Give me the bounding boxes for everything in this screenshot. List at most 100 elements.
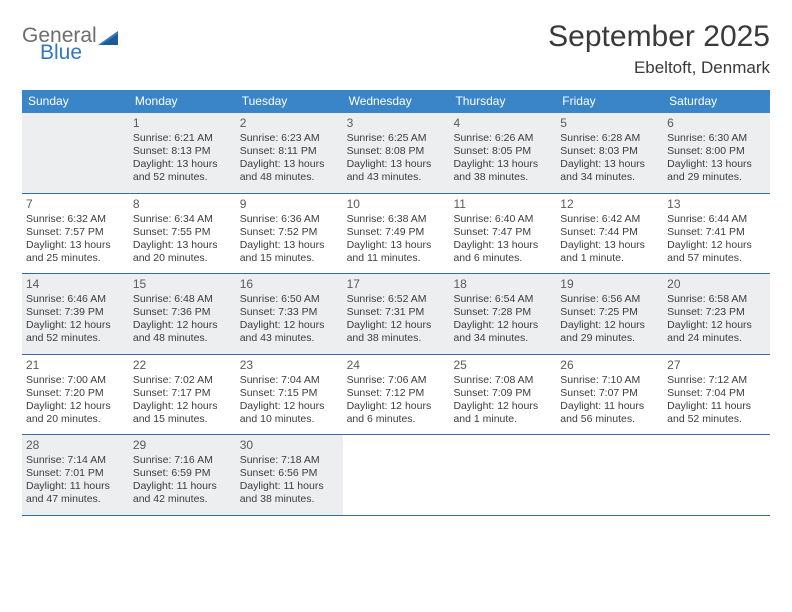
day-detail-line: Sunrise: 6:32 AM [26, 213, 125, 226]
day-detail-line: Sunrise: 6:21 AM [133, 132, 232, 145]
day-detail-line: Daylight: 13 hours [347, 239, 446, 252]
day-detail-line: Sunset: 7:33 PM [240, 306, 339, 319]
day-detail-line: and 6 minutes. [347, 413, 446, 426]
day-detail-line: Sunrise: 6:54 AM [453, 293, 552, 306]
day-cell: 17Sunrise: 6:52 AMSunset: 7:31 PMDayligh… [343, 274, 450, 354]
day-detail-line: and 20 minutes. [26, 413, 125, 426]
day-detail-line: and 15 minutes. [133, 413, 232, 426]
day-cell: 13Sunrise: 6:44 AMSunset: 7:41 PMDayligh… [663, 194, 770, 274]
day-cell: 5Sunrise: 6:28 AMSunset: 8:03 PMDaylight… [556, 113, 663, 193]
day-detail-line: Sunset: 7:15 PM [240, 387, 339, 400]
day-detail-line: Sunset: 7:12 PM [347, 387, 446, 400]
day-number: 12 [560, 197, 659, 211]
day-detail-line: Sunrise: 6:58 AM [667, 293, 766, 306]
day-detail-line: Sunrise: 7:10 AM [560, 374, 659, 387]
logo-triangle-icon [98, 29, 122, 54]
day-number: 15 [133, 277, 232, 291]
day-number: 14 [26, 277, 125, 291]
day-detail-line: Daylight: 13 hours [347, 158, 446, 171]
day-detail-line: and 1 minute. [453, 413, 552, 426]
day-detail-line: and 10 minutes. [240, 413, 339, 426]
day-detail-line: Sunset: 7:57 PM [26, 226, 125, 239]
day-detail-line: Daylight: 12 hours [133, 400, 232, 413]
day-detail-line: and 11 minutes. [347, 252, 446, 265]
day-detail-line: and 1 minute. [560, 252, 659, 265]
day-detail-line: Daylight: 13 hours [667, 158, 766, 171]
day-detail-line: Daylight: 13 hours [560, 158, 659, 171]
day-detail-line: Sunset: 7:07 PM [560, 387, 659, 400]
day-detail-line: and 24 minutes. [667, 332, 766, 345]
day-cell: 12Sunrise: 6:42 AMSunset: 7:44 PMDayligh… [556, 194, 663, 274]
day-cell: 10Sunrise: 6:38 AMSunset: 7:49 PMDayligh… [343, 194, 450, 274]
day-cell: 16Sunrise: 6:50 AMSunset: 7:33 PMDayligh… [236, 274, 343, 354]
header: General Blue September 2025 Ebeltoft, De… [22, 20, 770, 78]
day-detail-line: Sunrise: 7:16 AM [133, 454, 232, 467]
day-detail-line: Sunrise: 6:34 AM [133, 213, 232, 226]
day-number: 4 [453, 116, 552, 130]
logo-text: General Blue [22, 26, 97, 63]
day-detail-line: and 38 minutes. [347, 332, 446, 345]
dow-sunday: Sunday [22, 90, 129, 113]
day-detail-line: and 52 minutes. [133, 171, 232, 184]
day-cell: 19Sunrise: 6:56 AMSunset: 7:25 PMDayligh… [556, 274, 663, 354]
weeks-container: 1Sunrise: 6:21 AMSunset: 8:13 PMDaylight… [22, 113, 770, 516]
day-detail-line: and 52 minutes. [667, 413, 766, 426]
day-detail-line: Sunset: 7:01 PM [26, 467, 125, 480]
day-detail-line: Sunrise: 6:36 AM [240, 213, 339, 226]
day-detail-line: Sunrise: 6:52 AM [347, 293, 446, 306]
day-detail-line: Daylight: 13 hours [26, 239, 125, 252]
day-detail-line: and 42 minutes. [133, 493, 232, 506]
day-number: 2 [240, 116, 339, 130]
day-cell: 28Sunrise: 7:14 AMSunset: 7:01 PMDayligh… [22, 435, 129, 515]
day-cell [556, 435, 663, 515]
day-number: 24 [347, 358, 446, 372]
day-detail-line: Sunset: 6:59 PM [133, 467, 232, 480]
day-detail-line: Sunset: 6:56 PM [240, 467, 339, 480]
day-number: 6 [667, 116, 766, 130]
day-number: 8 [133, 197, 232, 211]
day-detail-line: and 15 minutes. [240, 252, 339, 265]
week-row: 14Sunrise: 6:46 AMSunset: 7:39 PMDayligh… [22, 274, 770, 355]
day-detail-line: and 29 minutes. [560, 332, 659, 345]
day-detail-line: and 25 minutes. [26, 252, 125, 265]
day-detail-line: Sunrise: 6:44 AM [667, 213, 766, 226]
week-row: 28Sunrise: 7:14 AMSunset: 7:01 PMDayligh… [22, 435, 770, 516]
day-number: 16 [240, 277, 339, 291]
day-detail-line: Sunset: 7:36 PM [133, 306, 232, 319]
day-detail-line: Sunrise: 6:56 AM [560, 293, 659, 306]
day-detail-line: Sunrise: 7:12 AM [667, 374, 766, 387]
day-cell: 14Sunrise: 6:46 AMSunset: 7:39 PMDayligh… [22, 274, 129, 354]
day-detail-line: Daylight: 13 hours [453, 158, 552, 171]
day-detail-line: Daylight: 13 hours [133, 239, 232, 252]
day-number: 18 [453, 277, 552, 291]
day-detail-line: Sunset: 7:25 PM [560, 306, 659, 319]
day-detail-line: Daylight: 13 hours [133, 158, 232, 171]
day-detail-line: Sunrise: 6:28 AM [560, 132, 659, 145]
day-cell: 1Sunrise: 6:21 AMSunset: 8:13 PMDaylight… [129, 113, 236, 193]
day-detail-line: Sunset: 8:03 PM [560, 145, 659, 158]
day-number: 27 [667, 358, 766, 372]
dow-friday: Friday [556, 90, 663, 113]
day-cell [22, 113, 129, 193]
logo-word-blue: Blue [40, 43, 97, 63]
day-number: 11 [453, 197, 552, 211]
day-number: 21 [26, 358, 125, 372]
day-detail-line: and 47 minutes. [26, 493, 125, 506]
day-number: 17 [347, 277, 446, 291]
title-block: September 2025 Ebeltoft, Denmark [548, 20, 770, 78]
day-detail-line: and 52 minutes. [26, 332, 125, 345]
day-cell: 25Sunrise: 7:08 AMSunset: 7:09 PMDayligh… [449, 355, 556, 435]
day-cell [449, 435, 556, 515]
day-detail-line: Sunrise: 6:38 AM [347, 213, 446, 226]
day-detail-line: Daylight: 12 hours [667, 239, 766, 252]
day-detail-line: Sunset: 8:00 PM [667, 145, 766, 158]
day-number: 13 [667, 197, 766, 211]
day-detail-line: Daylight: 11 hours [26, 480, 125, 493]
day-detail-line: and 43 minutes. [240, 332, 339, 345]
day-detail-line: Sunset: 7:55 PM [133, 226, 232, 239]
day-detail-line: Sunrise: 6:23 AM [240, 132, 339, 145]
week-row: 1Sunrise: 6:21 AMSunset: 8:13 PMDaylight… [22, 113, 770, 194]
day-cell: 3Sunrise: 6:25 AMSunset: 8:08 PMDaylight… [343, 113, 450, 193]
day-cell: 15Sunrise: 6:48 AMSunset: 7:36 PMDayligh… [129, 274, 236, 354]
dow-monday: Monday [129, 90, 236, 113]
